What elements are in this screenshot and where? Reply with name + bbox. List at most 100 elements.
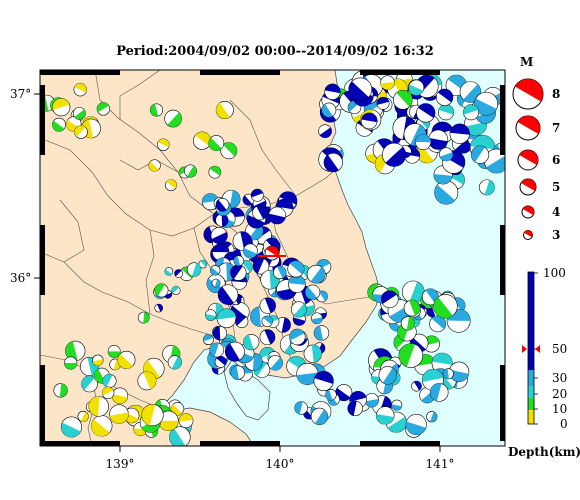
- magnitude-label-5: 5: [552, 180, 560, 194]
- period-title: Period:2004/09/02 00:00--2014/09/02 16:3…: [116, 44, 434, 59]
- focal-mechanism-symbol: [305, 284, 321, 300]
- focal-mechanism-symbol: [178, 413, 194, 429]
- focal-mechanism-symbol: [267, 355, 283, 371]
- focal-mechanism-symbol: [243, 243, 258, 259]
- focal-mechanism-symbol: [347, 400, 363, 417]
- focal-mechanism-symbol: [243, 334, 260, 351]
- focal-mechanism-symbol: [463, 104, 480, 121]
- magnitude-label-8: 8: [552, 87, 560, 101]
- focal-mechanism-symbol: [429, 315, 447, 333]
- depth-band-deep: [528, 272, 534, 370]
- focal-mechanism-symbol: [210, 265, 221, 276]
- focal-mechanism-symbol: [433, 294, 458, 319]
- focal-mechanism-symbol: [148, 159, 161, 172]
- magnitude-legend-title: M: [520, 55, 533, 69]
- focal-mechanism-symbol: [403, 299, 421, 317]
- focal-mechanism-symbol: [208, 135, 225, 151]
- focal-mechanism-symbol: [169, 426, 191, 446]
- focal-mechanism-symbol: [290, 301, 307, 318]
- focal-mechanism-symbol: [439, 147, 453, 162]
- focal-mechanism-symbol: [149, 103, 164, 117]
- focal-mechanism-symbol: [313, 370, 334, 392]
- magnitude-label-4: 4: [552, 205, 560, 219]
- focal-mechanism-symbol: [411, 380, 422, 392]
- focal-mechanism-symbol: [400, 316, 415, 331]
- depth-band-20-30: [528, 386, 534, 398]
- focal-mechanism-symbol: [275, 317, 291, 333]
- magnitude-label-6: 6: [552, 153, 560, 167]
- focal-mechanism-symbol: [252, 258, 270, 275]
- focal-mechanism-symbol: [209, 342, 225, 358]
- focal-mechanism-symbol: [198, 259, 208, 269]
- focal-mechanism-symbol: [214, 355, 227, 368]
- focal-mechanism-symbol: [205, 309, 217, 321]
- magnitude-symbol-3: [523, 230, 533, 240]
- focal-mechanism-symbol: [380, 75, 395, 90]
- map-panel: [40, 70, 505, 446]
- focal-mechanism-symbol: [224, 341, 245, 362]
- focal-mechanism-symbol: [74, 125, 88, 139]
- focal-mechanism-symbol: [92, 354, 104, 366]
- focal-mechanism-symbol: [398, 343, 424, 368]
- focal-mechanism-symbol: [303, 344, 322, 363]
- focal-mechanism-symbol: [230, 365, 245, 380]
- focal-mechanism-symbol: [478, 179, 495, 196]
- focal-mechanism-symbol: [364, 393, 379, 408]
- focal-mechanism-symbol: [380, 290, 399, 309]
- focal-mechanism-symbol: [109, 404, 129, 424]
- depth-colorbar: 100 50 30 20 10 0 Depth(km): [508, 266, 580, 459]
- focal-mechanism-symbol: [137, 371, 157, 391]
- focal-mechanism-symbol: [391, 399, 403, 411]
- focal-mechanism-symbol: [64, 356, 78, 370]
- focal-mechanism-symbol: [215, 198, 230, 212]
- lon-label-139: 139°: [106, 457, 135, 471]
- magnitude-symbol-5: [519, 178, 537, 196]
- focal-mechanism-symbol: [141, 404, 164, 427]
- focal-mechanism-symbol: [376, 96, 390, 110]
- focal-mechanism-symbol: [321, 102, 337, 118]
- depth-band-30-50: [528, 370, 534, 386]
- focal-mechanism-symbol: [186, 262, 202, 277]
- focal-mechanism-symbol: [306, 264, 326, 284]
- focal-mechanism-symbol: [52, 117, 66, 132]
- magnitude-symbol-4: [521, 205, 535, 219]
- focal-mechanism-symbol: [91, 415, 113, 437]
- focal-mechanism-symbol: [273, 265, 287, 280]
- focal-mechanism-symbol: [60, 416, 82, 438]
- focal-mechanism-symbol: [52, 98, 71, 117]
- magnitude-label-3: 3: [552, 228, 560, 242]
- focal-mechanism-symbol: [426, 411, 438, 423]
- focal-mechanism-symbol: [72, 106, 86, 120]
- earthquake-events: [40, 70, 505, 446]
- focal-mechanism-symbol: [428, 129, 449, 150]
- depth-tick-30: 30: [552, 371, 567, 385]
- magnitude-symbol-8: [512, 78, 544, 110]
- focal-mechanism-symbol: [174, 269, 184, 278]
- focal-mechanism-symbol: [287, 260, 305, 278]
- focal-mechanism-symbol: [193, 131, 212, 150]
- map-frame: [34, 69, 506, 452]
- focal-mechanism-symbol: [73, 83, 87, 97]
- focal-mechanism-symbol: [215, 213, 229, 227]
- focal-mechanism-symbol: [212, 325, 228, 341]
- focal-mechanism-symbol: [470, 145, 490, 164]
- focal-mechanism-symbol: [259, 297, 276, 314]
- focal-mechanism-symbol: [202, 334, 214, 346]
- focal-mechanism-symbol: [101, 386, 115, 400]
- lon-label-141: 141°: [426, 457, 455, 471]
- focal-mechanism-symbol: [449, 123, 470, 144]
- focal-mechanism-symbol: [436, 88, 454, 106]
- focal-mechanism-symbol: [405, 414, 427, 436]
- focal-mechanism-symbol: [416, 103, 436, 123]
- focal-mechanism-symbol: [318, 124, 332, 138]
- focal-mechanism-symbol: [81, 375, 98, 393]
- magnitude-label-7: 7: [552, 121, 560, 135]
- focal-mechanism-symbol: [448, 361, 470, 382]
- focal-mechanism-symbol: [421, 288, 439, 306]
- focal-mechanism-symbol: [376, 406, 395, 425]
- focal-mechanism-symbol: [324, 83, 341, 100]
- depth-tick-100: 100: [543, 266, 566, 280]
- focal-mechanism-symbol: [442, 368, 454, 380]
- focal-mechanism-symbol: [165, 179, 177, 192]
